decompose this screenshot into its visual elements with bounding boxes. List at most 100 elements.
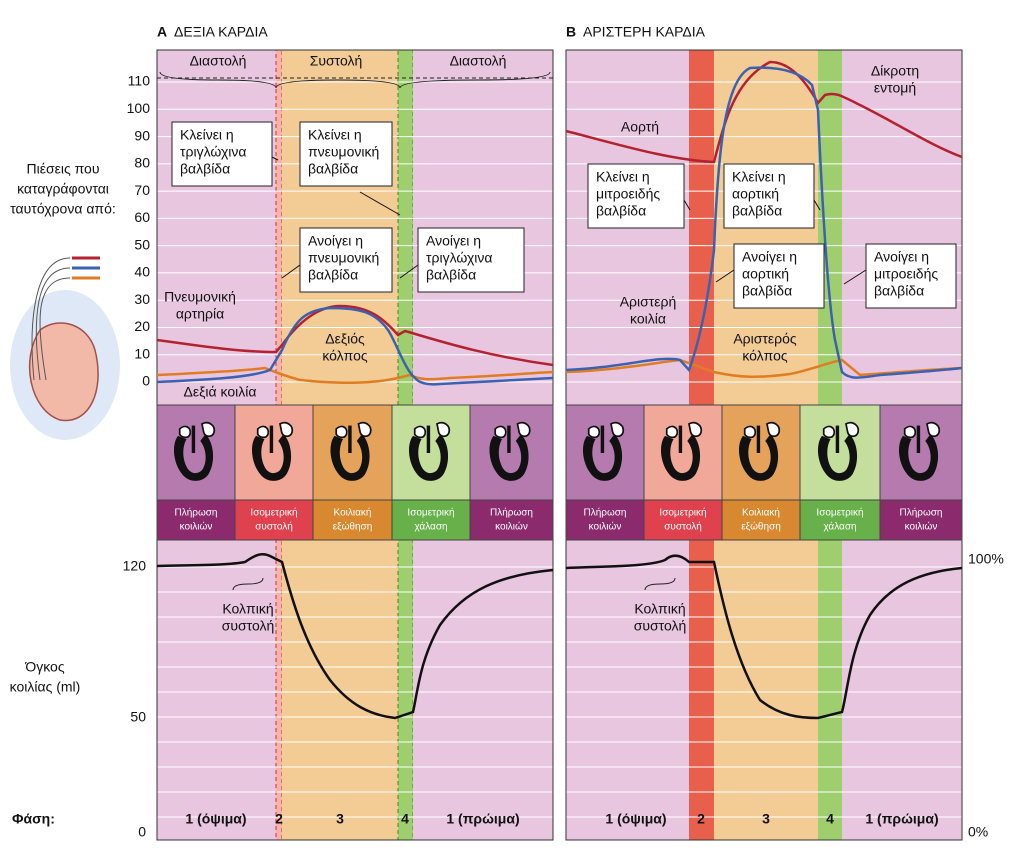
- phase-cell: [156, 499, 236, 541]
- side-label: καταγράφονται: [17, 181, 109, 197]
- phase-number: 1 (όψιμα): [605, 811, 666, 827]
- curve-label: κόλπος: [322, 348, 368, 364]
- phase-name: Πλήρωση: [583, 507, 626, 519]
- note-brace: [232, 577, 264, 591]
- callout-box: [171, 121, 273, 187]
- heart-cell: [643, 404, 723, 501]
- pointer: [271, 156, 279, 161]
- diagram-layer: A ΔΕΞΙΑ ΚΑΡΔΙΑ Διαστολή Συστολή Διαστολή Κλεί…: [10, 24, 1004, 841]
- phase-cell: [391, 499, 471, 541]
- callout-box: [587, 163, 685, 229]
- callout-text: Ανοίγει η: [308, 233, 363, 249]
- catheter: [35, 267, 71, 381]
- callout-box: [299, 227, 393, 293]
- callout-text: βαλβίδα: [596, 203, 646, 219]
- cycle-braces: [159, 71, 551, 89]
- phase-name: κοιλιών: [495, 521, 528, 533]
- phase-band: [275, 539, 283, 841]
- phase-number: 1 (όψιμα): [185, 811, 246, 827]
- phase-number: 2: [275, 811, 283, 827]
- pointer: [813, 199, 821, 211]
- phase-band: [842, 540, 962, 840]
- phase-band: [413, 540, 553, 840]
- phase-band: [714, 540, 818, 840]
- curve-label: Δίκροτη: [871, 63, 919, 79]
- note-text: Κολπική: [634, 601, 685, 617]
- phase-number: 3: [762, 811, 770, 827]
- cycle-label: Διαστολή: [450, 53, 507, 69]
- phase-name: Πλήρωση: [899, 507, 942, 519]
- note-brace: [644, 577, 676, 591]
- volume-curve: [156, 553, 554, 720]
- phase-name: Πλήρωση: [174, 507, 217, 519]
- phase-number: 4: [826, 811, 834, 827]
- curve-label: Αορτή: [621, 119, 659, 135]
- heart-cell: [721, 404, 801, 501]
- curve-label: κοιλία: [630, 311, 666, 327]
- phase-number: 3: [336, 811, 344, 827]
- cycle-label: Διαστολή: [190, 53, 247, 69]
- phase-name: συστολή: [255, 521, 293, 533]
- panel-title: ΔΕΞΙΑ ΚΑΡΔΙΑ: [174, 24, 268, 40]
- phase-name: Ισομετρική: [659, 507, 706, 519]
- callout-text: τριγλώχινα: [426, 250, 493, 266]
- callout-text: τριγλώχινα: [180, 144, 247, 160]
- phase-name: εξώθηση: [741, 521, 781, 533]
- heart-cell: [469, 404, 554, 501]
- pressure-tick: 110: [128, 73, 151, 89]
- catheter: [31, 257, 71, 381]
- phase-number: 1 (πρώιμα): [865, 811, 938, 827]
- pointer: [683, 199, 691, 211]
- pressure-tick: 0: [142, 373, 150, 389]
- pointer: [843, 269, 867, 285]
- callout-box: [733, 243, 825, 309]
- side-label: κοιλίας (ml): [10, 679, 81, 695]
- pressure-tick: 20: [134, 318, 150, 334]
- phase-band: [689, 50, 714, 405]
- curve-label: Πνευμονική: [164, 289, 236, 305]
- pressure-tick: 50: [134, 236, 150, 252]
- phase-cell: [469, 499, 554, 541]
- heart-cell: [799, 404, 881, 501]
- callout-text: Κλείνει η: [308, 127, 362, 143]
- phase-cell: [234, 499, 314, 541]
- pressure-tick: 40: [134, 264, 150, 280]
- heart-cell: [565, 404, 645, 501]
- callout-text: βαλβίδα: [874, 283, 924, 299]
- curve-label: αρτηρία: [176, 306, 224, 322]
- phase-name: χάλαση: [414, 521, 447, 533]
- percent-tick: 100%: [968, 551, 1004, 567]
- atrial-pressure: [156, 366, 554, 385]
- phase-name: Ισομετρική: [816, 507, 863, 519]
- curve-label: Δεξιός: [325, 331, 365, 347]
- callout-text: βαλβίδα: [180, 161, 230, 177]
- phase-band: [566, 540, 689, 840]
- phase-band: [157, 540, 276, 840]
- atrial-pressure: [565, 358, 963, 379]
- cycle-label: Συστολή: [310, 53, 363, 69]
- callout-text: Κλείνει η: [180, 127, 234, 143]
- curve-label: εντομή: [874, 80, 916, 96]
- callout-text: Κλείνει η: [732, 169, 786, 185]
- phase-name: κοιλιών: [905, 521, 938, 533]
- heart-cell: [391, 404, 471, 501]
- callout-text: βαλβίδα: [426, 267, 476, 283]
- phase-name: Κοιλιακή: [742, 507, 780, 519]
- phase-name: χάλαση: [823, 521, 856, 533]
- pressure-tick: 10: [134, 345, 150, 361]
- callout-text: μιτροειδής: [596, 186, 660, 202]
- phase-name: Πλήρωση: [490, 507, 533, 519]
- phase-cell: [565, 499, 645, 541]
- panel-title: ΑΡΙΣΤΕΡΗ ΚΑΡΔΙΑ: [583, 24, 706, 40]
- callout-text: αορτική: [732, 186, 779, 202]
- pressure-tick: 70: [134, 182, 150, 198]
- phase-number: 1 (πρώιμα): [446, 811, 519, 827]
- callout-text: Ανοίγει η: [426, 233, 481, 249]
- pressure-tick: 100: [127, 100, 151, 116]
- phase-number: 4: [401, 811, 409, 827]
- arterial-pressure: [156, 304, 554, 367]
- heart-outline: [28, 322, 99, 422]
- side-label: Όγκος: [24, 659, 64, 675]
- phase-number: 2: [697, 811, 705, 827]
- phase-band: [397, 539, 414, 841]
